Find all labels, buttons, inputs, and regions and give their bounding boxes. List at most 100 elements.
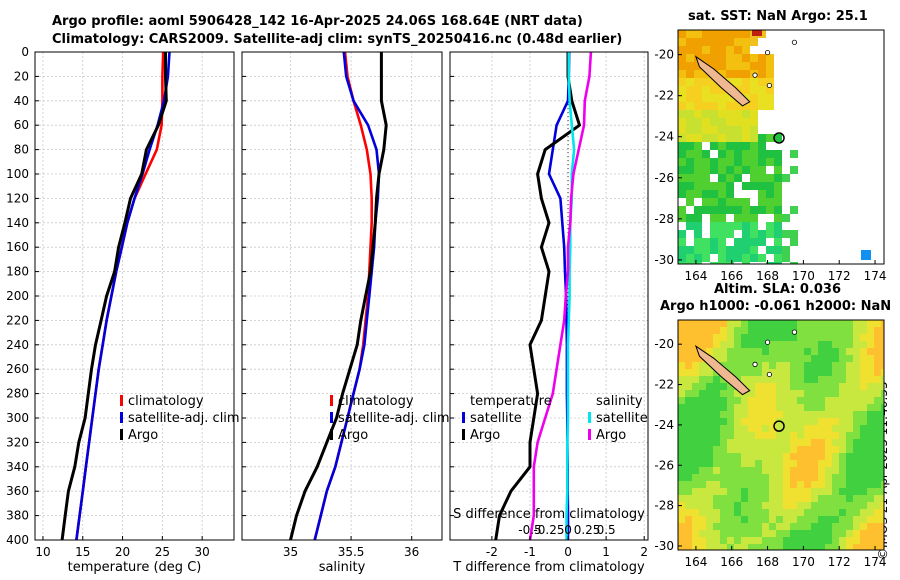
sst-map-cell [766, 86, 774, 94]
sst-map-cell [678, 142, 686, 150]
sla-map-cell [867, 460, 874, 467]
sst-map-cell [742, 110, 750, 118]
sla-map-cell [706, 369, 713, 376]
sla-map-cell [713, 488, 720, 495]
sla-map-cell [846, 404, 853, 411]
sla-map-cell [699, 327, 706, 334]
sla-map-cell [699, 362, 706, 369]
sst-map-cell [726, 62, 734, 70]
sla-map-cell [825, 355, 832, 362]
sst-map-cell [686, 214, 694, 222]
sla-map-cell [832, 502, 839, 509]
sla-map-cell [825, 537, 832, 544]
sla-map-cell [867, 369, 874, 376]
sst-map-cell [694, 70, 702, 78]
sla-map-cell [811, 530, 818, 537]
sla-map-cell [853, 488, 860, 495]
sla-map-cell [804, 488, 811, 495]
sla-map-cell [678, 467, 685, 474]
sla-map-cell [797, 404, 804, 411]
sla-map-cell [783, 432, 790, 439]
sla-map-cell [762, 495, 769, 502]
sla-map-cell [727, 523, 734, 530]
sst-map-cell [750, 246, 758, 254]
sla-map-cell [874, 509, 881, 516]
sla-map-cell [790, 348, 797, 355]
sla-map-cell [867, 327, 874, 334]
sla-map-cell [797, 523, 804, 530]
sla-map-cell [713, 397, 720, 404]
sla-map-cell [699, 453, 706, 460]
sla-map-cell [692, 432, 699, 439]
sla-map-cell [678, 425, 685, 432]
sla-map-cell [762, 418, 769, 425]
sla-map-cell [818, 439, 825, 446]
sst-map-cell [678, 230, 686, 238]
sla-map-cell [727, 453, 734, 460]
sla-map-cell [853, 544, 860, 550]
sla-map-cell [748, 474, 755, 481]
sla-map-cell [832, 355, 839, 362]
sla-map-cell [860, 348, 867, 355]
sst-map-cell [742, 238, 750, 246]
sla-map-cell [762, 460, 769, 467]
sla-map-cell [860, 369, 867, 376]
depth-tick-label: 400 [6, 533, 29, 547]
small-island [780, 1, 784, 5]
depth-tick-label: 60 [14, 118, 29, 132]
sla-map-cell [706, 488, 713, 495]
sst-map-cell [710, 214, 718, 222]
sla-map-cell [755, 327, 762, 334]
sla-map-cell [776, 383, 783, 390]
sla-map-cell [881, 516, 884, 523]
sla-map-cell [713, 530, 720, 537]
sst-map-cell [766, 198, 774, 206]
sla-map-cell [692, 327, 699, 334]
sla-map-cell [860, 390, 867, 397]
sla-map-cell [825, 467, 832, 474]
sst-map-cell [766, 134, 774, 142]
sla-map-cell [741, 327, 748, 334]
sla-map-cell [804, 348, 811, 355]
sla-map-cell [804, 369, 811, 376]
sla-map-argo-marker [773, 420, 785, 432]
sla-map-cell [790, 397, 797, 404]
sst-map-cell [734, 102, 742, 110]
sla-map-cell [846, 432, 853, 439]
sla-map-cell [769, 474, 776, 481]
sla-map-cell [727, 446, 734, 453]
sla-map-cell [748, 334, 755, 341]
sla-map-cell [734, 544, 741, 550]
sla-map-cell [678, 376, 685, 383]
sla-map-cell [839, 418, 846, 425]
sla-map-cell [846, 376, 853, 383]
sla-map-ytick-label: -24 [654, 418, 674, 432]
sla-map-cell [755, 390, 762, 397]
sla-map-cell [741, 404, 748, 411]
sla-map-cell [783, 439, 790, 446]
sla-map-cell [874, 439, 881, 446]
sst-map-cell [678, 262, 686, 264]
sla-map-cell [727, 432, 734, 439]
sla-map-cell [734, 481, 741, 488]
sla-map-cell [706, 404, 713, 411]
sla-map-cell [839, 453, 846, 460]
sst-map-cell [742, 46, 750, 54]
sla-map-cell [860, 362, 867, 369]
diff-legend-temp-argo-label: Argo [470, 428, 500, 443]
sla-map-cell [706, 418, 713, 425]
sla-map-cell [853, 327, 860, 334]
sla-map-cell [839, 460, 846, 467]
sla-map-cell [825, 530, 832, 537]
sla-map-cell [720, 467, 727, 474]
sla-map-cell [685, 362, 692, 369]
sst-map-cell [678, 166, 686, 174]
sla-map-cell [713, 432, 720, 439]
sla-map-cell [741, 488, 748, 495]
sla-map-cell [818, 453, 825, 460]
sst-map-cell [694, 134, 702, 142]
sst-map-cell [718, 158, 726, 166]
sla-map-cell [755, 523, 762, 530]
sla-map-cell [769, 495, 776, 502]
sla-map-cell [769, 502, 776, 509]
